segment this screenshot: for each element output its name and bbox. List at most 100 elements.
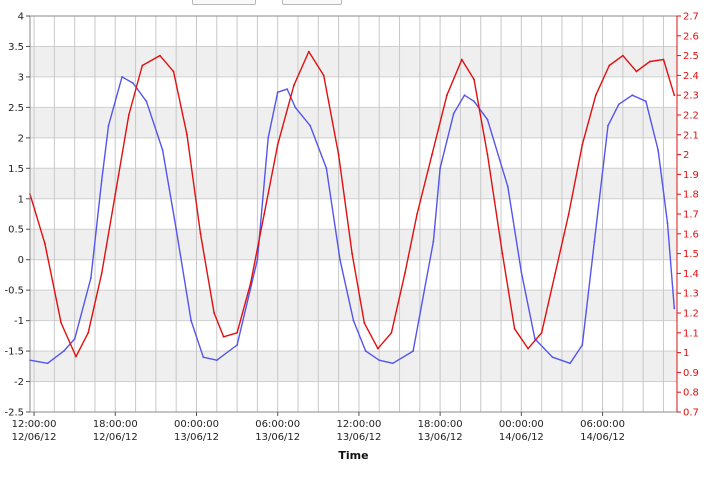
x-axis-label: Time (338, 449, 368, 462)
y-right-tick-label: 2.1 (683, 130, 699, 141)
series-point (460, 58, 463, 61)
series-point (607, 124, 609, 127)
series-point (673, 307, 676, 310)
series-point (593, 240, 596, 243)
x-tick-label-time: 18:00:00 (93, 419, 138, 430)
y-left-tick-label: 1 (18, 194, 24, 205)
series-point (608, 64, 611, 67)
x-tick-label-date: 13/06/12 (174, 432, 219, 443)
series-point (256, 258, 259, 261)
series-point (337, 153, 340, 156)
series-point (439, 167, 442, 170)
series-point (213, 312, 215, 314)
series-point (60, 322, 63, 324)
series-line-red-right-axis (29, 50, 675, 358)
series-point (404, 272, 406, 275)
series-point (159, 54, 161, 57)
series-point (249, 282, 252, 285)
y-right-tick-label: 1.9 (683, 170, 699, 181)
x-tick-label-time: 12:00:00 (12, 419, 57, 430)
series-point (307, 50, 310, 53)
x-tick-label-time: 06:00:00 (255, 419, 300, 430)
series-point (581, 344, 584, 346)
series-point (309, 124, 312, 127)
series-point (486, 118, 489, 121)
x-tick-label-time: 06:00:00 (580, 419, 625, 430)
y-right-tick-label: 1 (683, 348, 689, 359)
series-point (100, 179, 103, 182)
y-right-tick-label: 1.8 (683, 190, 699, 201)
y-left-tick-label: 2 (18, 133, 24, 144)
series-point (567, 213, 570, 215)
series-point (617, 103, 620, 106)
series-point (412, 350, 414, 352)
y-left-tick-label: -1 (14, 316, 24, 327)
series-point (644, 100, 647, 103)
series-point (141, 64, 144, 67)
series-point (107, 124, 110, 127)
series-point (236, 344, 238, 346)
series-point (43, 242, 46, 245)
series-point (322, 74, 325, 77)
series-point (390, 331, 393, 334)
y-right-tick-label: 1.6 (683, 229, 699, 240)
series-point (378, 359, 381, 362)
series-point (554, 272, 557, 275)
x-tick-label-time: 18:00:00 (418, 419, 463, 430)
series-point (501, 252, 504, 255)
series-point (581, 143, 584, 146)
series-point (62, 350, 65, 352)
series-point (339, 258, 341, 261)
series-point (190, 319, 192, 322)
series-point (432, 240, 435, 243)
series-point (364, 350, 367, 352)
series-point (87, 331, 90, 334)
y-left-tick-label: -2 (14, 377, 24, 388)
y-right-tick-label: 0.9 (683, 368, 699, 379)
series-point (186, 133, 188, 136)
y-right-tick-label: 0.7 (683, 408, 699, 419)
y-right-tick-label: 1.4 (683, 269, 699, 280)
series-point (236, 331, 238, 334)
series-point (431, 153, 433, 156)
series-point (662, 58, 665, 61)
series-point (222, 335, 225, 338)
series-point (131, 82, 134, 84)
series-point (416, 213, 419, 215)
grid-band (30, 107, 677, 138)
grid-band (30, 229, 677, 260)
series-point (276, 143, 279, 146)
series-point (114, 193, 117, 196)
series-point (594, 94, 597, 97)
y-left-tick-label: -2.5 (4, 408, 24, 419)
y-right-tick-label: 1.7 (683, 210, 699, 221)
series-point (286, 88, 289, 91)
x-tick-label-date: 13/06/12 (418, 432, 463, 443)
y-left-tick-label: 0 (18, 255, 24, 266)
y-right-tick-label: 1.5 (683, 249, 699, 260)
series-point (100, 272, 103, 275)
y-left-tick-label: 3.5 (8, 42, 24, 53)
series-point (46, 362, 49, 365)
series-point (263, 213, 266, 215)
top-date-field-1[interactable] (192, 0, 256, 5)
series-point (215, 359, 218, 362)
series-point (121, 76, 123, 78)
series-point (199, 232, 202, 235)
top-date-field-2[interactable] (282, 0, 342, 5)
series-point (657, 149, 659, 151)
series-point (473, 78, 475, 81)
x-tick-label-time: 12:00:00 (336, 419, 381, 430)
y-right-tick-label: 1.1 (683, 328, 699, 339)
x-tick-label-date: 14/06/12 (499, 432, 544, 443)
series-point (391, 362, 394, 365)
series-point (267, 136, 270, 139)
grid-band (30, 46, 677, 77)
series-point (351, 252, 354, 255)
series-point (175, 228, 178, 231)
series-point (520, 270, 523, 273)
series-point (649, 60, 651, 63)
series-point (513, 327, 516, 330)
